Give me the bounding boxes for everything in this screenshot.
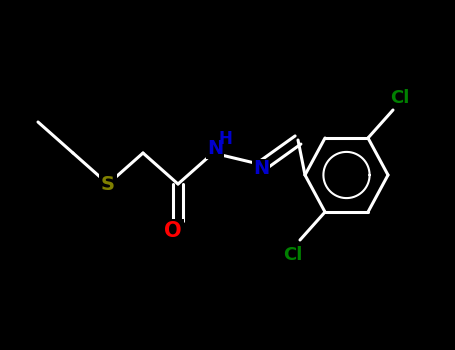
Text: H: H: [218, 130, 232, 148]
Text: O: O: [164, 221, 182, 241]
Text: N: N: [253, 160, 269, 178]
Text: N: N: [207, 140, 223, 159]
Text: Cl: Cl: [390, 89, 410, 107]
Text: Cl: Cl: [283, 246, 303, 264]
Text: S: S: [101, 175, 115, 194]
